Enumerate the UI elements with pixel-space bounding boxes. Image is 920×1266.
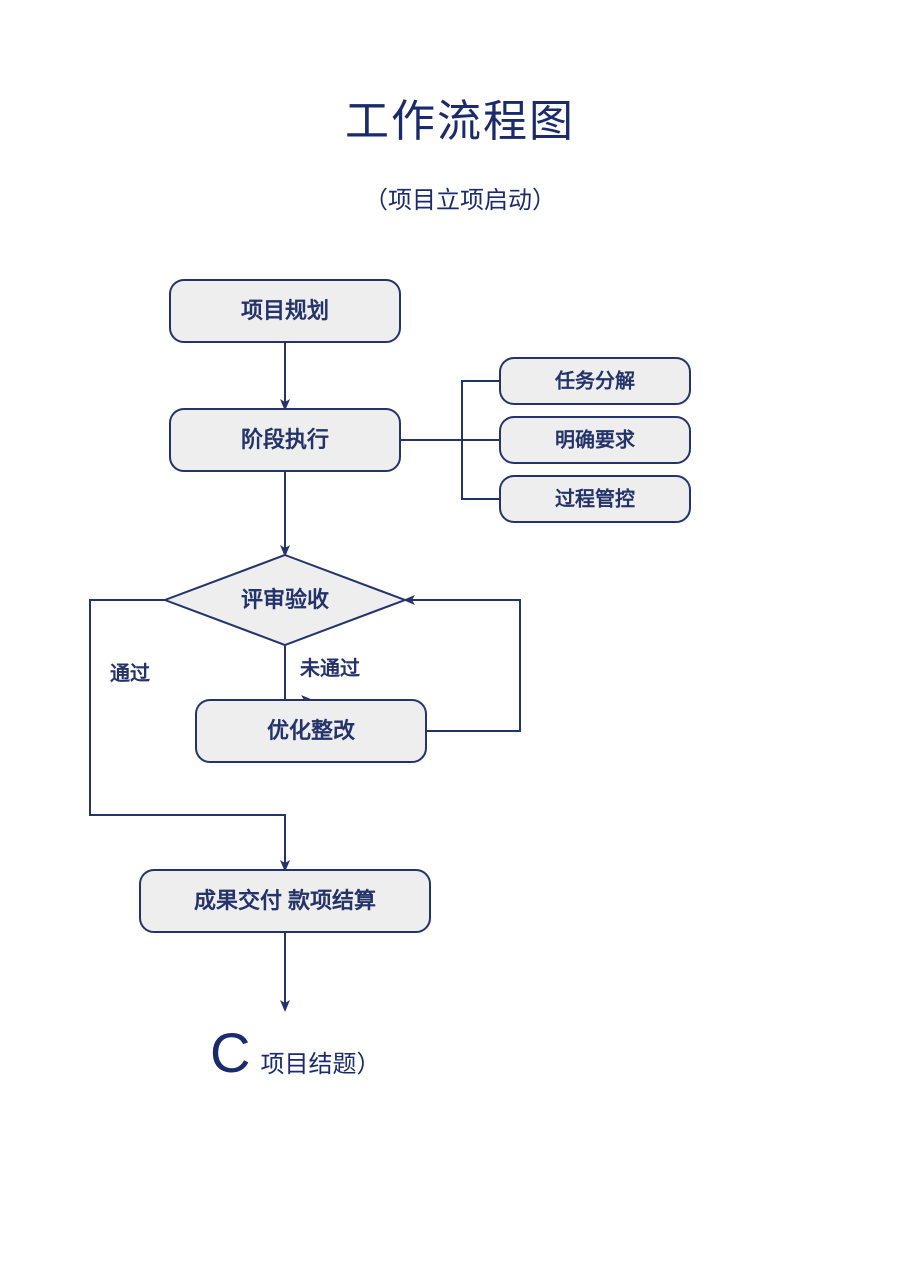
flow-node-label-s3: 过程管控 — [555, 486, 635, 510]
flow-node-label-s2: 明确要求 — [555, 427, 636, 451]
bottom-label: C 项目结题） — [210, 1020, 380, 1085]
flow-node-label-d1: 评审验收 — [241, 587, 329, 612]
flowchart: 未通过 通过 项目规划阶段执行 任务分解明确要求过程管控评审验收优化整改成果交付 款项… — [0, 0, 920, 1266]
edge-label: 未通过 — [300, 657, 360, 680]
page: 工作流程图 （项目立项启动） 未通过通过项目规划阶段执行任务分解明确要求过程管控… — [0, 0, 920, 1266]
flow-node-label-n2: 阶段执行 — [241, 427, 329, 452]
flow-node-label-s1: 任务分解 — [554, 368, 635, 392]
flow-edge — [400, 381, 500, 440]
flow-node-label-n1: 项目规划 — [241, 298, 329, 323]
flow-node-label-n4: 成果交付 款项结算 — [194, 888, 376, 913]
bottom-text: 项目结题） — [260, 1044, 380, 1079]
flow-edge — [462, 440, 500, 499]
flow-node-label-n3: 优化整改 — [267, 718, 356, 743]
edge-label: 通过 — [110, 662, 150, 685]
bottom-c: C — [210, 1020, 250, 1085]
